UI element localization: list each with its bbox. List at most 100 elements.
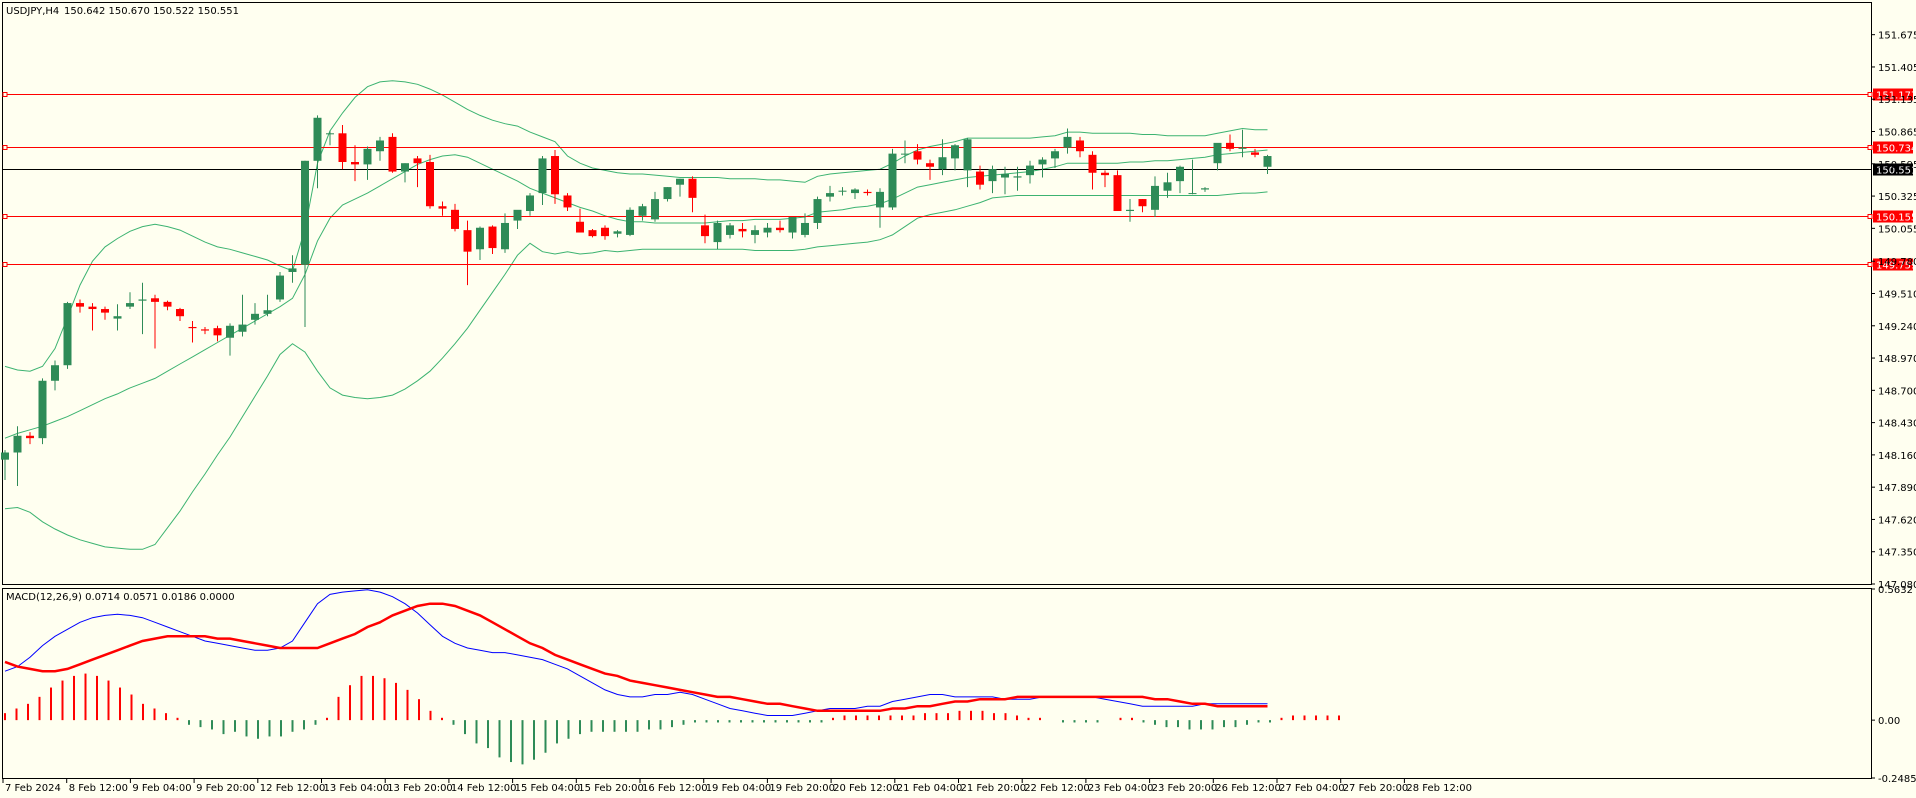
- level-handle-right[interactable]: [1867, 145, 1873, 150]
- level-price-label: 150.734: [1876, 144, 1916, 155]
- candle-body: [176, 309, 184, 317]
- candle-body: [813, 199, 822, 223]
- level-handle-right[interactable]: [1867, 214, 1873, 219]
- time-tick-label: 13 Feb 20:00: [387, 783, 453, 794]
- level-price-label: 149.759: [1876, 261, 1916, 272]
- candle: [188, 320, 197, 343]
- time-tick-label: 21 Feb 20:00: [961, 783, 1027, 794]
- candle-body: [126, 303, 134, 307]
- time-tick-label: 9 Feb 04:00: [132, 783, 191, 794]
- candle-body: [938, 157, 947, 170]
- candle-body: [576, 221, 584, 233]
- candle-body: [788, 216, 797, 233]
- time-tick-label: 27 Feb 04:00: [1279, 783, 1345, 794]
- candle: [513, 209, 522, 229]
- candle-body: [426, 161, 434, 207]
- candle-body: [288, 268, 297, 272]
- candle: [538, 156, 547, 206]
- candle-body: [376, 140, 384, 152]
- candle-body: [738, 228, 747, 232]
- candle-body: [688, 178, 697, 198]
- price-tick-label: 150.865: [1878, 128, 1916, 139]
- level-price-label: 151.177: [1876, 91, 1916, 102]
- candle: [1063, 128, 1072, 154]
- candle: [351, 145, 359, 182]
- candle-body: [1, 452, 9, 460]
- candle: [888, 148, 897, 210]
- candle-body: [726, 225, 734, 235]
- candle: [1026, 160, 1034, 184]
- candle: [113, 304, 122, 331]
- candle-body: [326, 133, 334, 135]
- candle-body: [1226, 142, 1234, 149]
- candle-body: [113, 316, 122, 319]
- candle-body: [763, 227, 772, 233]
- candle-body: [38, 380, 47, 439]
- candle-body: [838, 190, 847, 192]
- candle-body: [63, 303, 72, 366]
- candle-body: [526, 195, 534, 212]
- candle-body: [151, 298, 159, 302]
- candle: [238, 294, 247, 337]
- candle-body: [413, 158, 422, 164]
- candle-body: [1051, 151, 1059, 159]
- candle-body: [276, 275, 284, 300]
- candle-body: [713, 222, 722, 243]
- candle: [838, 187, 847, 196]
- candle: [488, 225, 497, 255]
- ohlc-values: 150.642 150.670 150.522 150.551: [64, 6, 239, 17]
- candle: [401, 163, 409, 183]
- candle: [1038, 157, 1047, 178]
- level-handle-left[interactable]: [2, 92, 8, 97]
- time-axis: 7 Feb 2024 8 Feb 12:00 9 Feb 04:00 9 Feb 20…: [2, 779, 1472, 794]
- candle-body: [1026, 165, 1034, 176]
- candle-body: [51, 365, 59, 381]
- candle: [388, 133, 397, 173]
- level-handle-right[interactable]: [1867, 92, 1873, 97]
- level-price-tag: [1873, 88, 1913, 101]
- price-tick-label: 147.350: [1878, 548, 1916, 559]
- level-handle-right[interactable]: [1867, 262, 1873, 267]
- candle-body: [1063, 136, 1072, 148]
- candle-body: [1251, 152, 1259, 155]
- candle-body: [351, 161, 359, 165]
- candle-body: [1213, 142, 1222, 164]
- candle: [476, 226, 484, 261]
- candle: [1213, 142, 1222, 171]
- candle: [213, 325, 222, 342]
- candle-body: [826, 193, 834, 197]
- candle-body: [251, 313, 259, 320]
- time-tick-label: 8 Feb 12:00: [69, 783, 128, 794]
- candle: [51, 360, 59, 391]
- candle-body: [451, 209, 459, 229]
- price-axis: 151.675 151.405 151.135 150.865 150.595 150.3…: [1871, 31, 1916, 591]
- candle-body: [1263, 156, 1272, 167]
- candle: [563, 193, 572, 212]
- candle: [1088, 151, 1097, 190]
- candle-body: [1076, 140, 1084, 152]
- candle: [651, 191, 659, 222]
- candle-body: [551, 156, 559, 195]
- candle-body: [1138, 199, 1147, 207]
- level-handle-left[interactable]: [2, 262, 8, 267]
- level-handle-left[interactable]: [2, 214, 8, 219]
- macd-panel-frame: [2, 588, 1872, 779]
- candle: [763, 222, 772, 238]
- candle-body: [1001, 173, 1009, 178]
- candle: [26, 432, 34, 445]
- candle: [1001, 166, 1009, 195]
- horizontal-levels[interactable]: 151.177 150.734 150.155 149.759 150.551: [2, 88, 1916, 272]
- price-tick-label: 147.620: [1878, 515, 1916, 526]
- candle-body: [1088, 154, 1097, 173]
- candle-body: [401, 163, 409, 172]
- level-handle-left[interactable]: [2, 145, 8, 150]
- candle-body: [638, 206, 647, 216]
- candle-body: [976, 171, 984, 185]
- candle: [588, 228, 597, 238]
- candle: [263, 294, 272, 317]
- candle-body: [101, 309, 109, 313]
- candle: [288, 255, 297, 283]
- time-tick-label: 9 Feb 20:00: [196, 783, 255, 794]
- candle: [813, 196, 822, 229]
